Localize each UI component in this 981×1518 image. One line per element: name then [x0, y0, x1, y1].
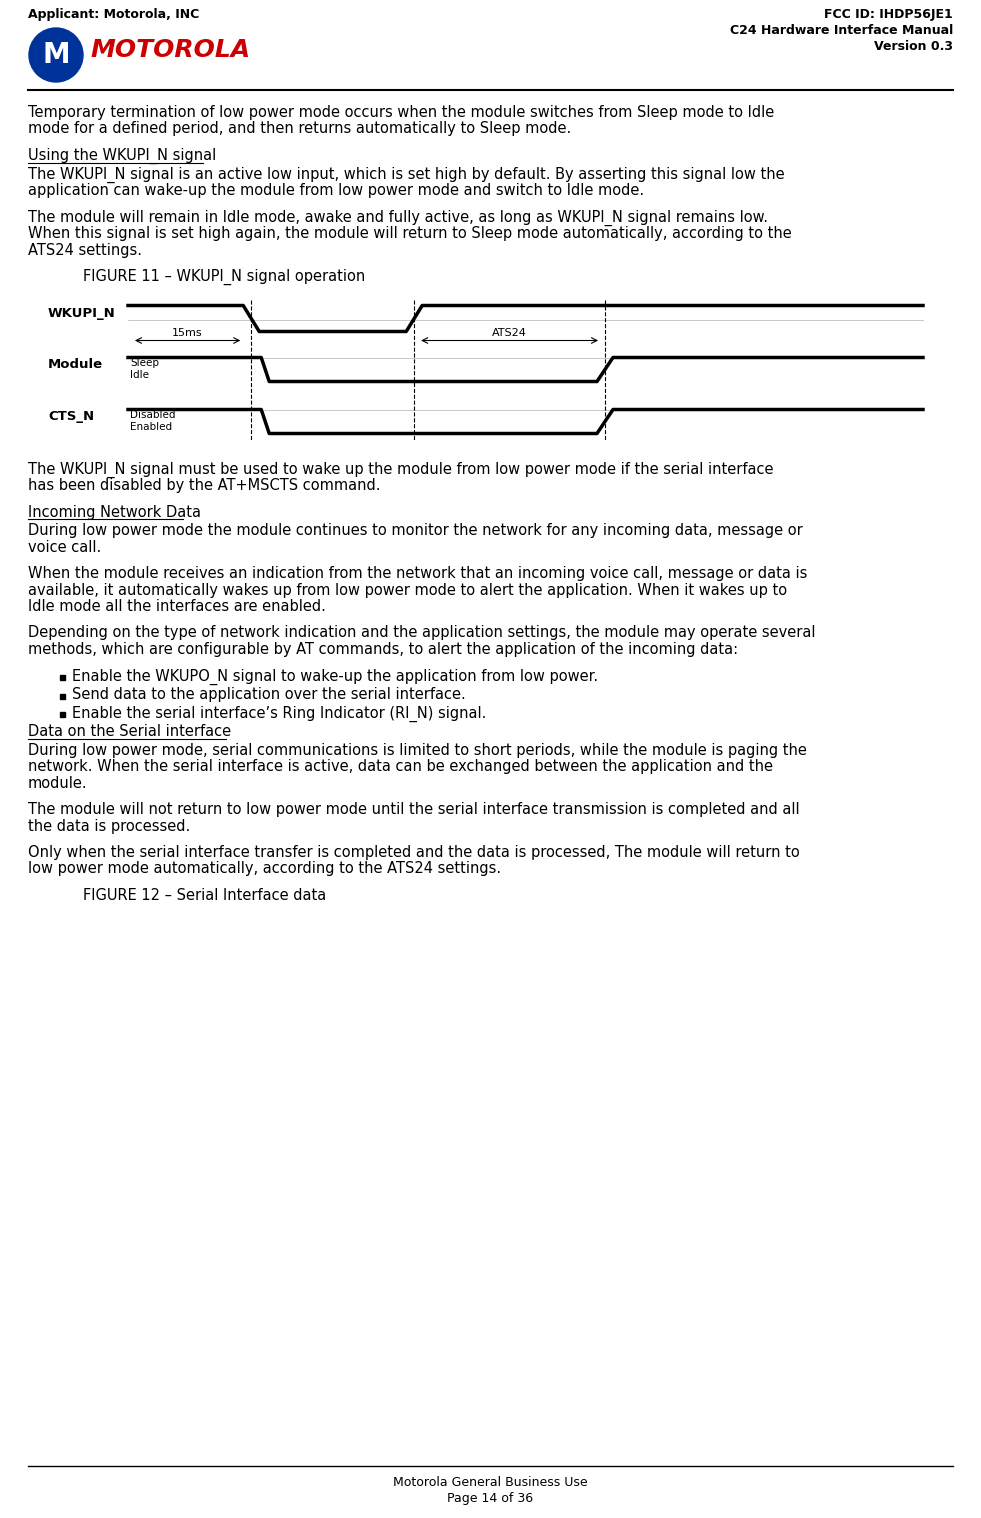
Text: Applicant: Motorola, INC: Applicant: Motorola, INC	[28, 8, 199, 21]
Text: has been disabled by the AT+MSCTS command.: has been disabled by the AT+MSCTS comman…	[28, 478, 381, 493]
Text: Enable the serial interface’s Ring Indicator (RI_N) signal.: Enable the serial interface’s Ring Indic…	[72, 706, 487, 721]
Text: Idle: Idle	[130, 370, 149, 381]
Text: C24 Hardware Interface Manual: C24 Hardware Interface Manual	[730, 24, 953, 36]
Text: voice call.: voice call.	[28, 539, 101, 554]
Text: network. When the serial interface is active, data can be exchanged between the : network. When the serial interface is ac…	[28, 759, 773, 774]
Text: application can wake-up the module from low power mode and switch to Idle mode.: application can wake-up the module from …	[28, 184, 645, 197]
Bar	[60, 676, 65, 680]
Text: When the module receives an indication from the network that an incoming voice c: When the module receives an indication f…	[28, 566, 807, 581]
Text: Page 14 of 36: Page 14 of 36	[447, 1492, 533, 1504]
Bar	[60, 712, 65, 716]
Text: The module will not return to low power mode until the serial interface transmis: The module will not return to low power …	[28, 802, 800, 817]
Text: FIGURE 11 – WKUPI_N signal operation: FIGURE 11 – WKUPI_N signal operation	[83, 269, 365, 285]
Text: During low power mode, serial communications is limited to short periods, while : During low power mode, serial communicat…	[28, 742, 807, 757]
Text: The module will remain in Idle mode, awake and fully active, as long as WKUPI_N : The module will remain in Idle mode, awa…	[28, 209, 768, 226]
Text: ATS24: ATS24	[492, 328, 527, 337]
Bar	[60, 694, 65, 698]
Text: Motorola General Business Use: Motorola General Business Use	[392, 1475, 588, 1489]
Text: Module: Module	[48, 358, 103, 370]
Text: ATS24 settings.: ATS24 settings.	[28, 243, 142, 258]
Text: Using the WKUPI_N signal: Using the WKUPI_N signal	[28, 147, 216, 164]
Text: WKUPI_N: WKUPI_N	[48, 307, 116, 320]
Text: Depending on the type of network indication and the application settings, the mo: Depending on the type of network indicat…	[28, 625, 815, 641]
Text: When this signal is set high again, the module will return to Sleep mode automat: When this signal is set high again, the …	[28, 226, 792, 241]
Text: The WKUPI_N signal must be used to wake up the module from low power mode if the: The WKUPI_N signal must be used to wake …	[28, 461, 773, 478]
Text: the data is processed.: the data is processed.	[28, 818, 190, 833]
Text: During low power mode the module continues to monitor the network for any incomi: During low power mode the module continu…	[28, 524, 802, 537]
Text: module.: module.	[28, 776, 87, 791]
Text: Version 0.3: Version 0.3	[874, 39, 953, 53]
Text: Incoming Network Data: Incoming Network Data	[28, 504, 201, 519]
Text: Temporary termination of low power mode occurs when the module switches from Sle: Temporary termination of low power mode …	[28, 105, 774, 120]
Text: methods, which are configurable by AT commands, to alert the application of the : methods, which are configurable by AT co…	[28, 642, 738, 657]
Text: The WKUPI_N signal is an active low input, which is set high by default. By asse: The WKUPI_N signal is an active low inpu…	[28, 167, 785, 182]
Text: low power mode automatically, according to the ATS24 settings.: low power mode automatically, according …	[28, 862, 501, 876]
Text: Sleep: Sleep	[130, 358, 159, 369]
Text: Send data to the application over the serial interface.: Send data to the application over the se…	[72, 688, 466, 701]
Text: 15ms: 15ms	[173, 328, 203, 337]
Text: FIGURE 12 – Serial Interface data: FIGURE 12 – Serial Interface data	[83, 888, 327, 903]
Text: Disabled: Disabled	[130, 410, 176, 420]
Circle shape	[29, 27, 83, 82]
Text: Enabled: Enabled	[130, 422, 172, 433]
Text: M: M	[42, 41, 70, 68]
Text: Idle mode all the interfaces are enabled.: Idle mode all the interfaces are enabled…	[28, 600, 326, 613]
Text: CTS_N: CTS_N	[48, 410, 94, 424]
Text: Enable the WKUPO_N signal to wake-up the application from low power.: Enable the WKUPO_N signal to wake-up the…	[72, 668, 598, 685]
Text: MOTOROLA: MOTOROLA	[90, 38, 250, 62]
Text: mode for a defined period, and then returns automatically to Sleep mode.: mode for a defined period, and then retu…	[28, 121, 571, 137]
Text: FCC ID: IHDP56JE1: FCC ID: IHDP56JE1	[824, 8, 953, 21]
Text: Data on the Serial interface: Data on the Serial interface	[28, 724, 232, 739]
Text: Only when the serial interface transfer is completed and the data is processed, : Only when the serial interface transfer …	[28, 846, 800, 861]
Text: available, it automatically wakes up from low power mode to alert the applicatio: available, it automatically wakes up fro…	[28, 583, 787, 598]
